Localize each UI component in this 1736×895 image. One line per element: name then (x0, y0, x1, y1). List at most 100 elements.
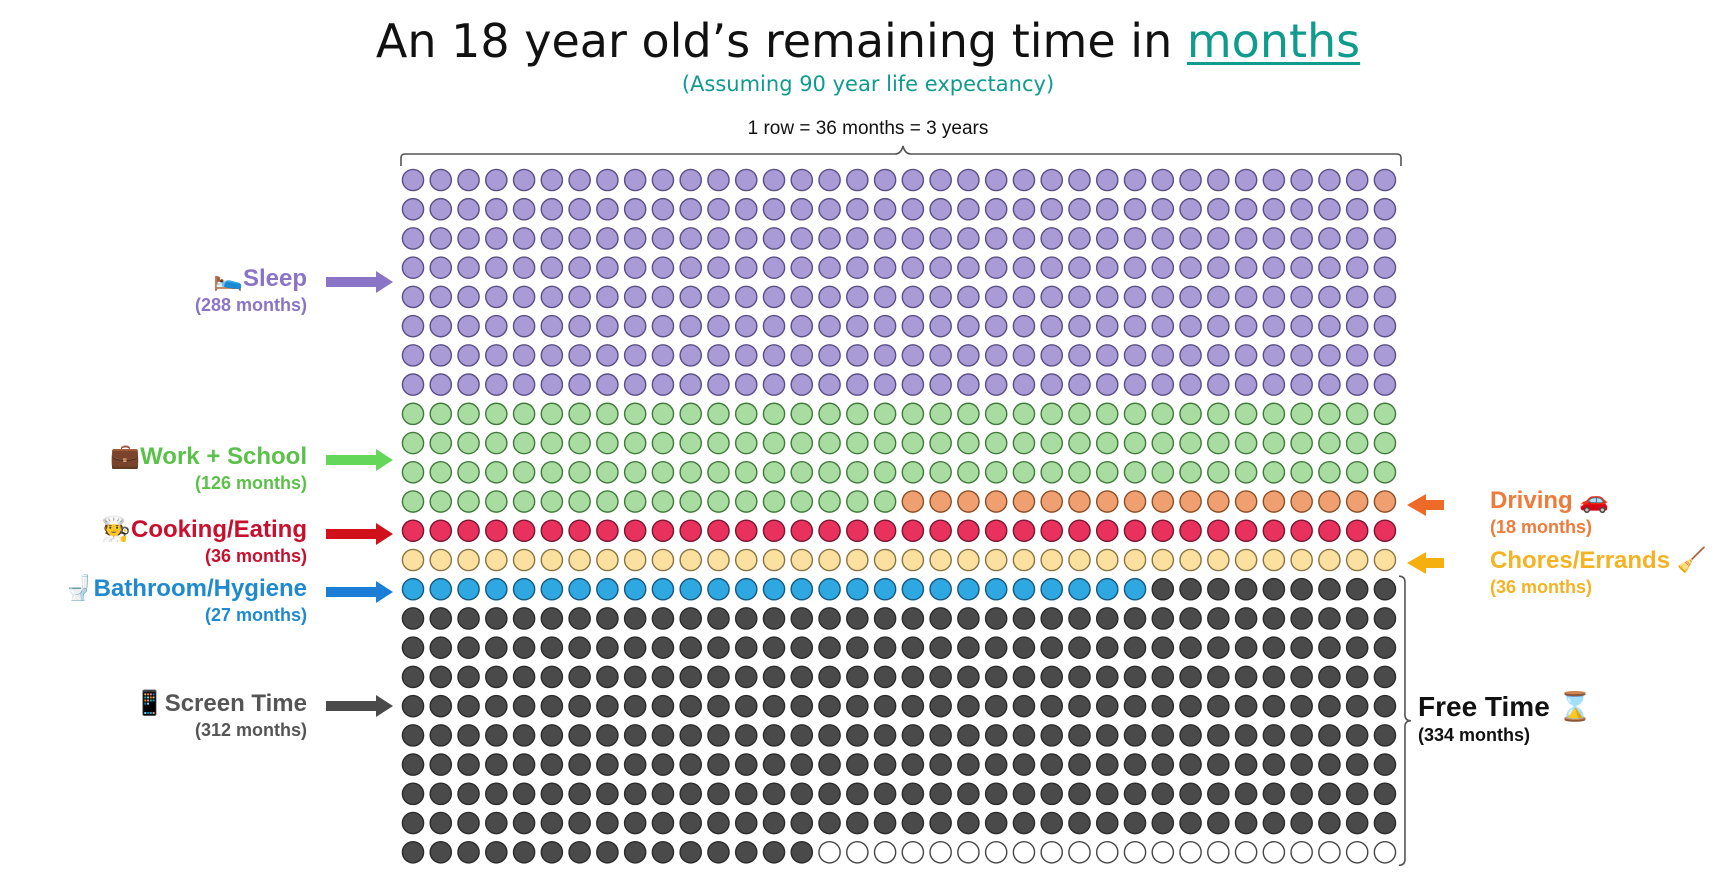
cell-screen-time (1012, 782, 1036, 806)
cell-screen-time (1151, 811, 1175, 835)
cell-screen-time (1207, 665, 1230, 689)
cell-sleep (401, 373, 425, 396)
cell-chores-errands (734, 548, 758, 572)
cell-screen-time (623, 665, 647, 689)
cell-screen-time (1234, 724, 1258, 747)
row-scale-brace (400, 145, 1402, 166)
label-chores-errands: Chores/Errands 🧹 (36 months) (1490, 546, 1707, 598)
cell-sleep (485, 314, 508, 338)
cell-sleep (1179, 373, 1202, 396)
cell-screen-time (1262, 782, 1286, 806)
cell-screen-time (485, 753, 508, 776)
label-bathroom-hygiene: 🚽Bathroom/Hygiene (27 months) (64, 574, 307, 626)
cell-sleep (1290, 373, 1313, 396)
cell-sleep (762, 344, 786, 367)
cell-work-school (429, 460, 453, 484)
cell-screen-time (1207, 577, 1230, 601)
cell-work-school (957, 402, 980, 426)
cell-screen-time (568, 724, 591, 747)
cell-sleep (485, 373, 508, 396)
cell-bathroom-hygiene (679, 577, 703, 601)
cell-sleep (707, 168, 730, 192)
cell-driving (1207, 490, 1230, 513)
cell-screen-time (707, 694, 730, 718)
cell-sleep (957, 256, 980, 279)
cell-cooking-eating (901, 519, 925, 543)
cell-sleep (901, 314, 925, 338)
cell-work-school (818, 402, 841, 426)
cell-chores-errands (1123, 548, 1147, 572)
cell-cooking-eating (679, 519, 703, 543)
cell-sleep (1068, 197, 1091, 221)
cell-sleep (1179, 314, 1202, 338)
cell-bathroom-hygiene (846, 577, 869, 601)
cell-sleep (623, 344, 647, 367)
cell-work-school (734, 460, 758, 484)
cell-work-school (762, 490, 786, 513)
cell-screen-time (540, 724, 564, 747)
cell-work-school (485, 431, 508, 455)
cell-screen-time (1151, 753, 1175, 776)
cell-sleep (512, 256, 536, 279)
cell-screen-time (1318, 811, 1341, 835)
cell-screen-time (679, 694, 703, 718)
cell-screen-time (512, 724, 536, 747)
cell-screen-time (1123, 607, 1147, 630)
cell-sleep (1179, 256, 1202, 279)
cell-sleep (1179, 227, 1202, 250)
cell-sleep (1012, 256, 1036, 279)
cell-work-school (429, 402, 453, 426)
cell-work-school (1290, 431, 1313, 455)
page-subtitle: (Assuming 90 year life expectancy) (681, 72, 1055, 96)
cell-sleep (1179, 168, 1202, 192)
label-cooking-eating-months: (36 months) (204, 546, 307, 566)
cell-sleep (957, 227, 980, 250)
cell-screen-time (1234, 665, 1258, 689)
cell-chores-errands (790, 548, 814, 572)
cell-work-school (401, 460, 425, 484)
cell-sleep (1318, 285, 1341, 309)
cell-sleep (596, 285, 619, 309)
cell-screen-time (1012, 636, 1036, 659)
cell-screen-time (1179, 665, 1202, 689)
cell-sleep (790, 314, 814, 338)
cell-screen-time (1234, 607, 1258, 630)
cell-sleep (512, 314, 536, 338)
cell-sleep (1123, 373, 1147, 396)
cell-screen-time (762, 636, 786, 659)
cell-screen-time (762, 694, 786, 718)
cell-screen-time (762, 840, 786, 864)
cell-chores-errands (596, 548, 619, 572)
cell-work-school (1262, 431, 1286, 455)
cell-screen-time (790, 811, 814, 835)
cell-screen-time (429, 782, 453, 806)
cell-sleep (540, 197, 564, 221)
cell-screen-time (1373, 724, 1397, 747)
cell-screen-time (929, 782, 952, 806)
cell-chores-errands (1179, 548, 1202, 572)
cell-sleep (790, 168, 814, 192)
cell-sleep (846, 256, 869, 279)
cell-sleep (1234, 314, 1258, 338)
cell-screen-time (818, 724, 841, 747)
cell-screen-time (429, 724, 453, 747)
cell-work-school (984, 460, 1008, 484)
cell-work-school (623, 402, 647, 426)
cell-chores-errands (1318, 548, 1341, 572)
cell-sleep (401, 285, 425, 309)
cell-work-school (734, 490, 758, 513)
cell-screen-time (734, 724, 758, 747)
cell-chores-errands (762, 548, 786, 572)
cell-work-school (623, 460, 647, 484)
cell-chores-errands (512, 548, 536, 572)
cell-work-school (1151, 431, 1175, 455)
cell-sleep (790, 256, 814, 279)
cell-unfilled (873, 840, 897, 864)
cell-work-school (790, 402, 814, 426)
briefcase-icon: 💼 (110, 442, 141, 470)
cell-cooking-eating (734, 519, 758, 543)
cell-sleep (846, 285, 869, 309)
cell-screen-time (540, 811, 564, 835)
cell-bathroom-hygiene (873, 577, 897, 601)
cell-screen-time (1262, 665, 1286, 689)
